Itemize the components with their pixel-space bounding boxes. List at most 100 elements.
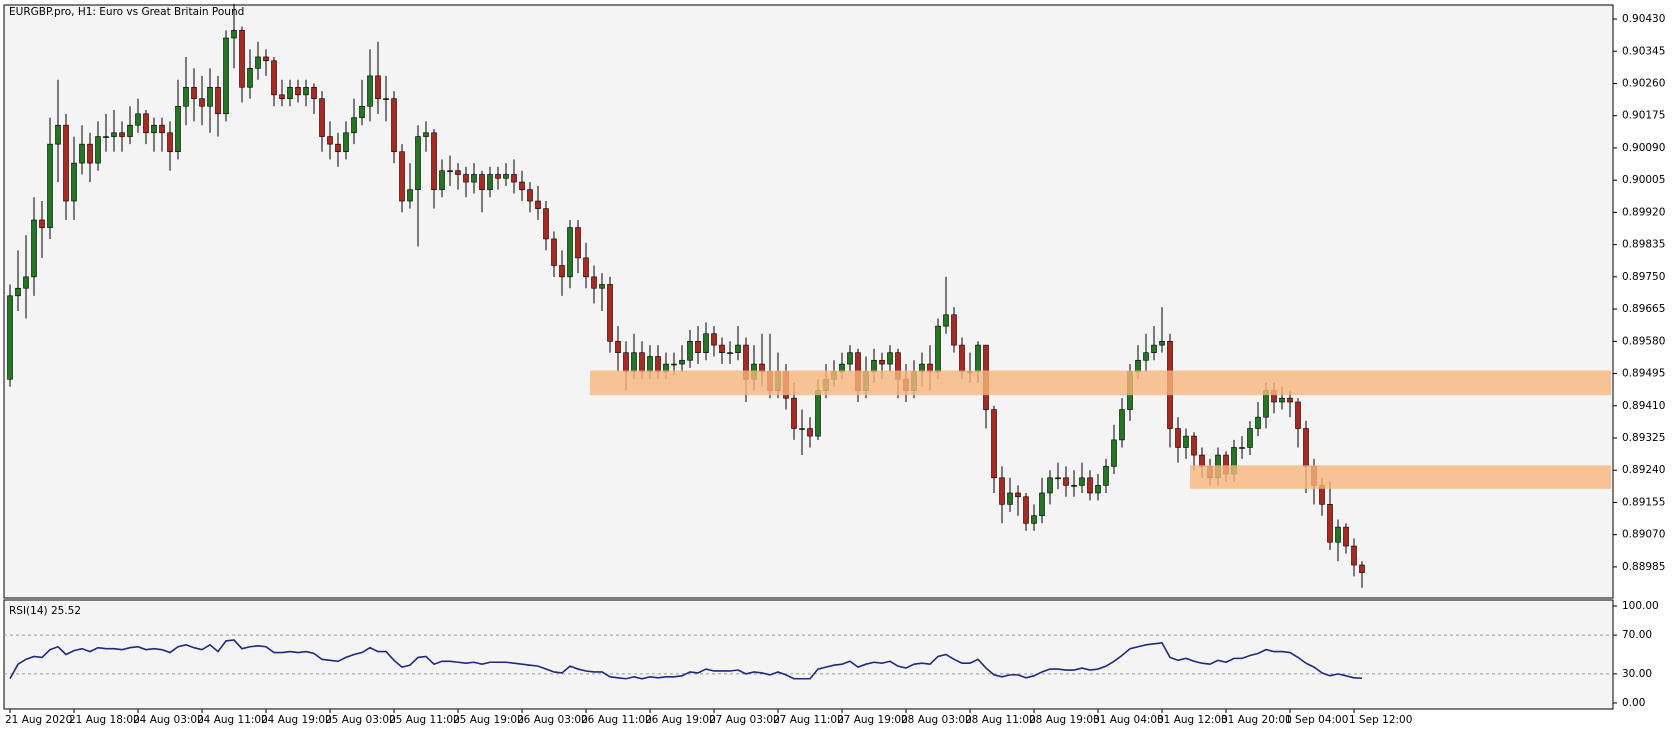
candle-body [215, 86, 221, 115]
candle-body [711, 333, 717, 346]
y-tick-label: 0.89835 [1622, 239, 1665, 251]
x-tick-label: 27 Aug 19:00 [837, 714, 908, 726]
candle-body [735, 344, 741, 353]
x-tick-label: 28 Aug 11:00 [965, 714, 1036, 726]
candle-body [255, 56, 261, 69]
candle-body [63, 124, 69, 202]
candle-body [199, 98, 205, 107]
candle-body [1343, 526, 1349, 547]
candle-body [631, 352, 637, 372]
candle-body [991, 409, 997, 479]
candle-body [647, 356, 653, 372]
candle-body [31, 219, 37, 278]
candle-body [271, 60, 277, 96]
y-tick-label: 0.89580 [1622, 335, 1665, 347]
x-tick-label: 24 Aug 11:00 [197, 714, 268, 726]
x-tick-label: 24 Aug 03:00 [133, 714, 204, 726]
candle-body [519, 181, 525, 190]
candle-body [799, 428, 805, 430]
x-tick-label: 26 Aug 11:00 [581, 714, 652, 726]
candle-body [231, 30, 237, 39]
candle-body [1055, 477, 1061, 480]
candle-body [1095, 485, 1101, 494]
candle-body [615, 341, 621, 353]
x-tick-label: 25 Aug 19:00 [453, 714, 524, 726]
candle-body [559, 265, 565, 278]
candle-body [191, 86, 197, 99]
candle-body [535, 200, 541, 209]
x-tick-label: 28 Aug 03:00 [901, 714, 972, 726]
y-tick-label: 0.00 [1622, 697, 1645, 709]
candle-body [159, 124, 165, 134]
candle-body [1039, 492, 1045, 517]
candle-body [1007, 492, 1013, 505]
candle-body [1191, 435, 1197, 456]
candle-body [703, 333, 709, 353]
x-tick-label: 31 Aug 20:00 [1221, 714, 1292, 726]
x-tick-label: 31 Aug 12:00 [1157, 714, 1228, 726]
candle-body [1071, 485, 1077, 487]
candle-body [951, 314, 957, 346]
candle-body [1063, 477, 1069, 486]
candle-body [319, 98, 325, 137]
candle-body [295, 86, 301, 96]
candle-body [551, 238, 557, 266]
candle-body [719, 344, 725, 353]
candle-body [1295, 401, 1301, 429]
rsi-line [9, 639, 1363, 680]
rsi-last-value: 25.52 [51, 605, 81, 617]
x-tick-label: 1 Sep 04:00 [1285, 714, 1348, 726]
candle-body [1159, 341, 1165, 346]
candle-body [439, 170, 445, 190]
candle-body [183, 86, 189, 107]
rsi-label: RSI(14) 25.52 [9, 605, 81, 617]
y-tick-label: 0.88985 [1622, 561, 1665, 573]
y-tick-label: 0.89920 [1622, 206, 1665, 218]
candle-body [543, 208, 549, 240]
candle-body [527, 189, 533, 202]
candle-body [415, 136, 421, 190]
candle-body [607, 284, 613, 342]
y-tick-label: 0.90175 [1622, 110, 1665, 122]
chart-title: EURGBP.pro, H1: Euro vs Great Britain Po… [9, 6, 244, 18]
candle-body [959, 344, 965, 372]
candle-body [599, 284, 605, 289]
candle-body [807, 428, 813, 437]
candle-body [303, 86, 309, 96]
candle-body [1023, 496, 1029, 524]
candle-body [279, 94, 285, 99]
candle-body [1103, 466, 1109, 486]
candle-body [1119, 409, 1125, 441]
candle-body [367, 75, 373, 107]
y-tick-label: 0.89410 [1622, 400, 1665, 412]
candle-body [1287, 397, 1293, 403]
rsi-panel [3, 599, 1614, 710]
candle-body [143, 113, 149, 134]
x-tick-label: 1 Sep 12:00 [1349, 714, 1412, 726]
candle-body [71, 162, 77, 202]
y-tick-label: 0.90005 [1622, 174, 1665, 186]
x-tick-label: 28 Aug 19:00 [1029, 714, 1100, 726]
candle-body [247, 68, 253, 88]
candle-body [1175, 428, 1181, 448]
candle-body [975, 344, 981, 372]
candle-body [839, 363, 845, 372]
candle-body [431, 132, 437, 190]
x-tick-label: 25 Aug 11:00 [389, 714, 460, 726]
candle-body [727, 352, 733, 354]
candle-body [1079, 477, 1085, 486]
candle-body [1087, 477, 1093, 494]
y-tick-label: 0.89240 [1622, 464, 1665, 476]
candle-body [239, 30, 245, 88]
candle-body [175, 105, 181, 153]
candle-body [503, 174, 509, 179]
candle-body [335, 143, 341, 153]
candle-body [1351, 545, 1357, 566]
candle-body [391, 98, 397, 153]
rsi-name: RSI(14) [9, 605, 48, 617]
candle-body [887, 352, 893, 365]
zone [590, 370, 1611, 396]
candle-body [15, 287, 21, 297]
x-tick-label: 26 Aug 19:00 [645, 714, 716, 726]
